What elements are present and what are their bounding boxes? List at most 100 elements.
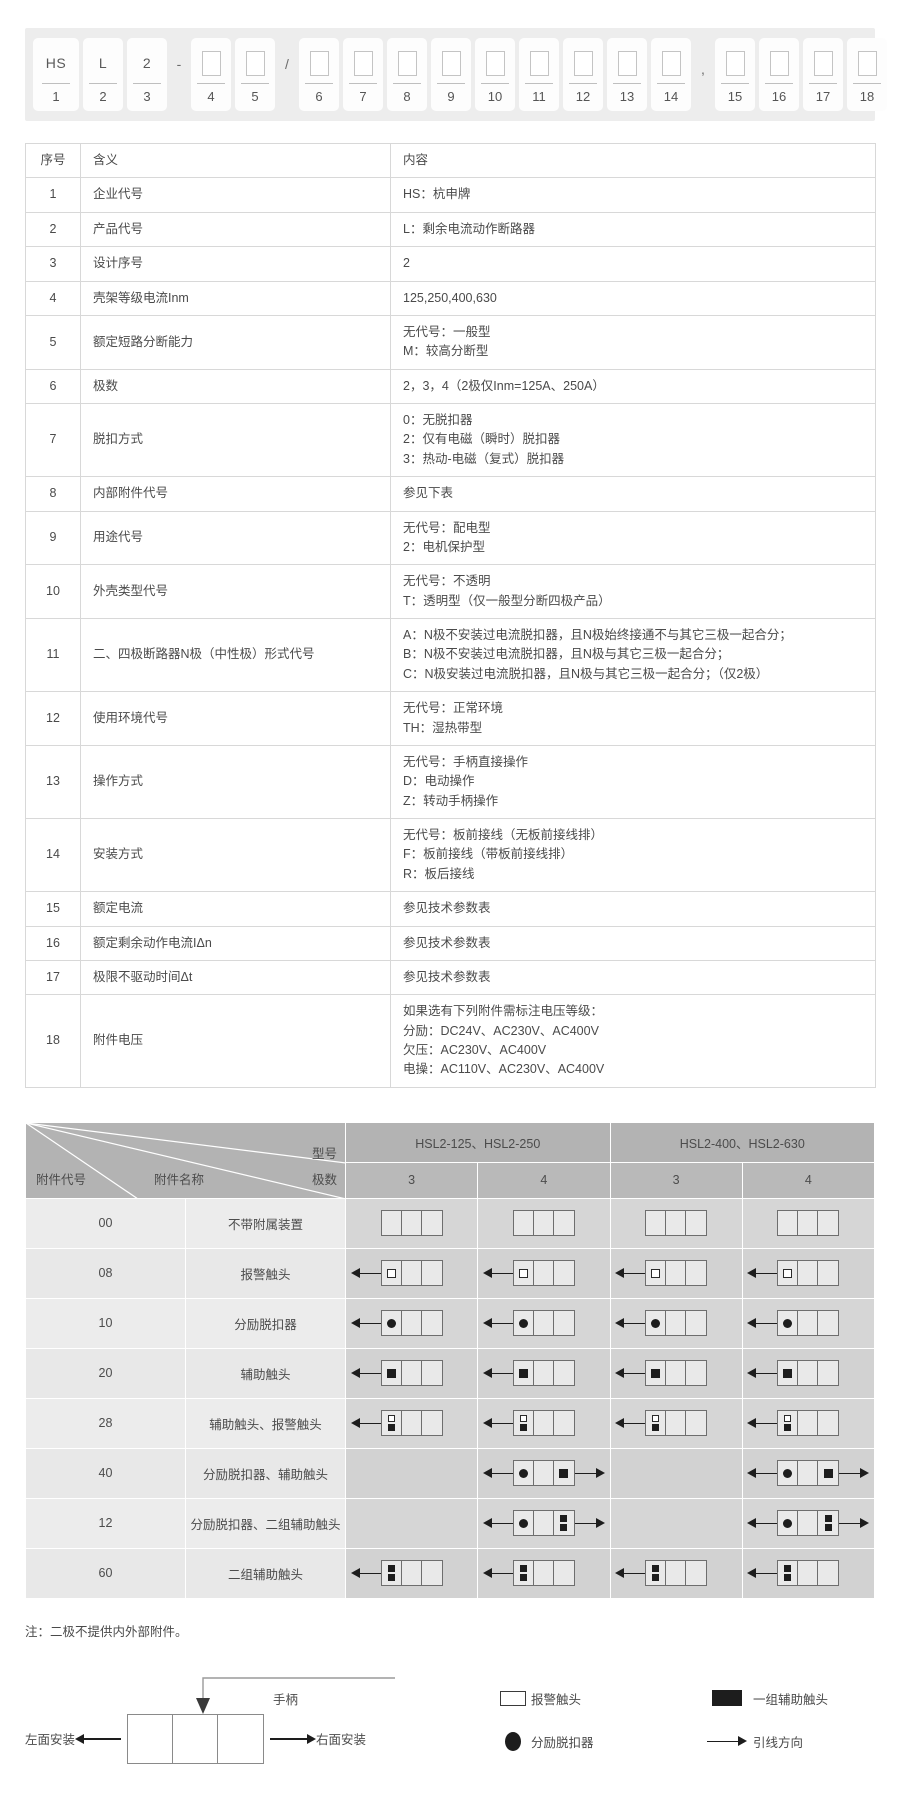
accessory-table-wrap: 型号 极数 附件代号 附件名称 HSL2-125、HSL2-250 HSL2-4… (25, 1121, 876, 1599)
lead-arrow-left-icon (350, 1318, 381, 1329)
filled-square-small-icon (387, 1565, 395, 1573)
breaker-symbol (612, 1550, 741, 1597)
code-index-7: 7 (359, 89, 367, 104)
symbol-cell (554, 1561, 574, 1585)
symbol-cell (818, 1311, 838, 1335)
accessory-symbol-cell (741, 1397, 876, 1449)
symbol-body (512, 1510, 575, 1537)
row-number: 13 (25, 744, 81, 820)
filled-square-small-icon (652, 1574, 660, 1582)
lead-arrow-right-icon (574, 1468, 605, 1479)
code-empty-box-5 (245, 47, 265, 79)
row-content: 2 (390, 246, 876, 282)
code-index-10: 10 (487, 89, 503, 104)
symbol-cell (422, 1561, 442, 1585)
code-position-6[interactable]: 6 (299, 38, 339, 111)
accessory-symbol-cell (344, 1347, 479, 1399)
table-row: 18 附件电压 如果选有下列附件需标注电压等级： 分励：DC24V、AC230V、A… (25, 994, 876, 1088)
row-meaning: 附件电压 (80, 994, 391, 1088)
code-divider (393, 83, 421, 84)
row-number: 14 (25, 817, 81, 893)
code-position-4[interactable]: 4 (191, 38, 231, 111)
row-meaning: 企业代号 (80, 177, 391, 213)
code-position-5[interactable]: 5 (235, 38, 275, 111)
breaker-symbol (612, 1400, 741, 1447)
code-index-6: 6 (315, 89, 323, 104)
row-meaning: 内部附件代号 (80, 476, 391, 512)
code-divider (525, 83, 553, 84)
code-position-18[interactable]: 18 (847, 38, 887, 111)
code-position-9[interactable]: 9 (431, 38, 471, 111)
symbol-cell (514, 1461, 534, 1486)
code-position-12[interactable]: 12 (563, 38, 603, 111)
breaker-symbol (347, 1200, 476, 1247)
legend-key-grid: 报警触头 一组辅助触头 分励脱扣器 引线方向 (495, 1689, 875, 1751)
table-row: 9 用途代号 无代号：配电型 2：电机保护型 (25, 510, 876, 566)
symbol-cell (534, 1511, 554, 1536)
accessory-symbol-cell (609, 1497, 743, 1549)
code-position-11[interactable]: 11 (519, 38, 559, 111)
accessory-symbol-cell (609, 1247, 743, 1299)
symbol-cell (798, 1511, 819, 1536)
lead-arrow-left-icon (482, 1518, 513, 1529)
table-row: 3 设计序号 2 (25, 246, 876, 282)
symbol-body (380, 1310, 443, 1337)
lead-arrow-left-icon (482, 1468, 513, 1479)
breaker-symbol (347, 1300, 476, 1347)
empty-box-icon (397, 50, 417, 76)
code-divider (305, 83, 333, 84)
code-divider (765, 83, 793, 84)
code-position-13[interactable]: 13 (607, 38, 647, 111)
empty-box-icon (617, 50, 637, 76)
lead-arrow-left-icon (615, 1268, 646, 1279)
code-position-1[interactable]: HS 1 (33, 38, 79, 111)
row-meaning: 操作方式 (80, 744, 391, 820)
accessory-symbol-cell (741, 1297, 876, 1349)
symbol-cell (798, 1261, 819, 1286)
breaker-symbol (479, 1550, 608, 1597)
breaker-symbol (612, 1450, 741, 1497)
breaker-symbol (612, 1250, 741, 1297)
symbol-cell (646, 1211, 667, 1236)
row-meaning: 设计序号 (80, 246, 391, 282)
code-index-9: 9 (447, 89, 455, 104)
table-row: 14 安装方式 无代号：板前接线（无板前接线排） F：板前接线（带板前接线排） R：… (25, 817, 876, 893)
symbol-cell (666, 1411, 687, 1436)
code-position-10[interactable]: 10 (475, 38, 515, 111)
handle-label: 手柄 (273, 1692, 299, 1707)
row-content: 125,250,400,630 (390, 280, 876, 316)
row-content: 如果选有下列附件需标注电压等级： 分励：DC24V、AC230V、AC400V … (390, 994, 876, 1088)
code-position-16[interactable]: 16 (759, 38, 799, 111)
legend-label: 分励脱扣器 (531, 1735, 594, 1750)
accessory-row: 40 分励脱扣器、辅助触头 (25, 1447, 876, 1499)
symbol-body (645, 1360, 708, 1387)
code-index-18: 18 (859, 89, 875, 104)
code-divider (721, 83, 749, 84)
accessory-code: 00 (25, 1197, 186, 1249)
filled-square-small-icon (784, 1424, 792, 1432)
filled-dot-icon (783, 1518, 793, 1528)
code-position-7[interactable]: 7 (343, 38, 383, 111)
lead-arrow-left-icon (482, 1568, 513, 1579)
row-number: 2 (25, 211, 81, 248)
accessory-row: 60 二组辅助触头 (25, 1547, 876, 1599)
symbol-body (777, 1410, 840, 1437)
table-row: 5 额定短路分断能力 无代号：一般型 M：较高分断型 (25, 314, 876, 370)
symbol-cell (798, 1311, 819, 1336)
breaker-symbol (612, 1500, 741, 1547)
lead-arrow-left-icon (350, 1368, 381, 1379)
breaker-symbol (347, 1500, 476, 1547)
code-position-14[interactable]: 14 (651, 38, 691, 111)
code-position-8[interactable]: 8 (387, 38, 427, 111)
code-position-17[interactable]: 17 (803, 38, 843, 111)
symbol-cell (382, 1261, 402, 1286)
accessory-symbol-cell (609, 1197, 743, 1249)
symbol-cell (554, 1211, 574, 1235)
accessory-symbol-cell (477, 1497, 611, 1549)
code-position-15[interactable]: 15 (715, 38, 755, 111)
hollow-square-small-icon (784, 1415, 792, 1423)
filled-dot-icon (518, 1518, 528, 1528)
symbol-cell (554, 1461, 574, 1485)
